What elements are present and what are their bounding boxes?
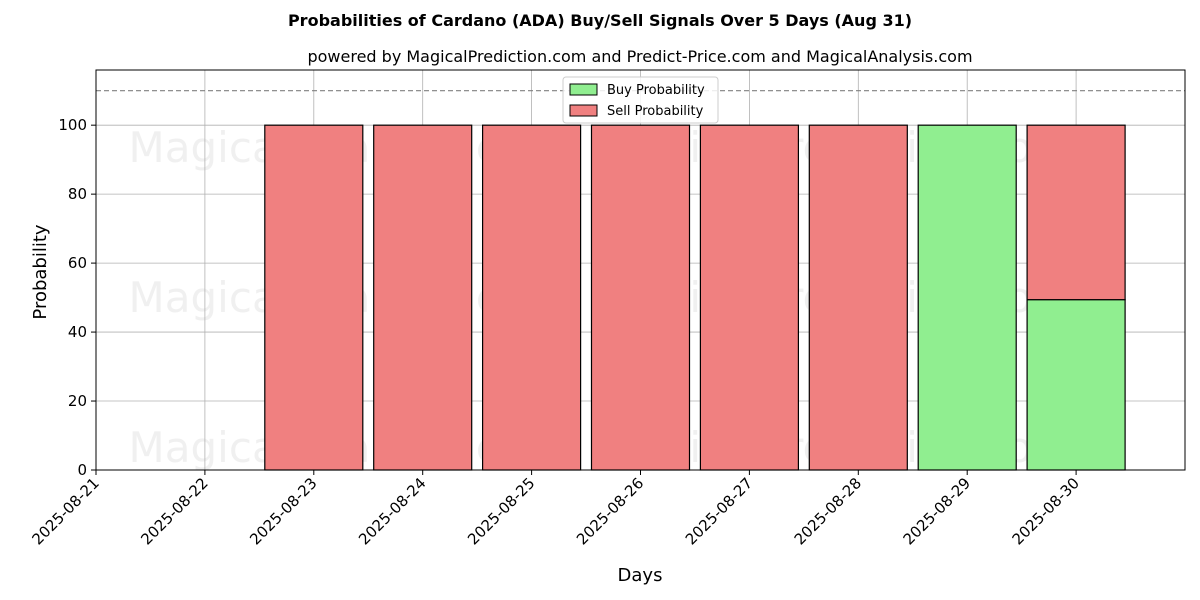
- x-tick-label: 2025-08-25: [464, 474, 538, 548]
- chart-subtitle: powered by MagicalPrediction.com and Pre…: [307, 47, 972, 66]
- x-tick-label: 2025-08-24: [355, 474, 429, 548]
- x-tick-label: 2025-08-22: [137, 474, 211, 548]
- legend-swatch: [569, 83, 598, 96]
- legend: Buy Probability Sell Probability: [562, 76, 719, 124]
- sell-bar-2025-08-23: [264, 124, 364, 471]
- sell-bar-2025-08-28: [808, 124, 908, 471]
- y-tick-label: 20: [68, 392, 87, 410]
- x-tick-label: 2025-08-27: [682, 474, 756, 548]
- x-tick-label: 2025-08-21: [28, 474, 102, 548]
- x-tick-label: 2025-08-23: [246, 474, 320, 548]
- bars: [264, 124, 1126, 471]
- x-axis-ticks: 2025-08-21 2025-08-22 2025-08-23 2025-08-24…: [28, 470, 1083, 548]
- sell-bar-2025-08-26: [590, 124, 691, 471]
- y-tick-label: 60: [68, 254, 87, 272]
- y-axis-ticks: 0 20 40 60 80 100: [58, 116, 96, 479]
- sell-bar-2025-08-24: [373, 124, 473, 471]
- y-tick-label: 40: [68, 323, 87, 341]
- buy-bar-2025-08-29: [917, 124, 1017, 471]
- legend-box: [562, 76, 719, 124]
- sell-bar-2025-08-30: [1026, 124, 1126, 301]
- x-tick-label: 2025-08-30: [1009, 474, 1083, 548]
- legend-label: Sell Probability: [607, 104, 704, 119]
- y-axis-label: Probability: [30, 224, 51, 319]
- buy-bar-2025-08-30: [1026, 299, 1126, 471]
- x-tick-label: 2025-08-26: [573, 474, 647, 548]
- legend-swatch: [569, 104, 598, 117]
- y-tick-label: 100: [58, 116, 87, 134]
- sell-bar-2025-08-27: [699, 124, 800, 471]
- y-tick-label: 0: [77, 461, 87, 479]
- sell-bar-2025-08-25: [481, 124, 582, 471]
- y-tick-label: 80: [68, 185, 87, 203]
- x-tick-label: 2025-08-28: [791, 474, 865, 548]
- legend-label: Buy Probability: [607, 83, 705, 98]
- x-tick-label: 2025-08-29: [900, 474, 974, 548]
- x-axis-label: Days: [618, 565, 663, 586]
- chart-title: Probabilities of Cardano (ADA) Buy/Sell …: [288, 11, 912, 30]
